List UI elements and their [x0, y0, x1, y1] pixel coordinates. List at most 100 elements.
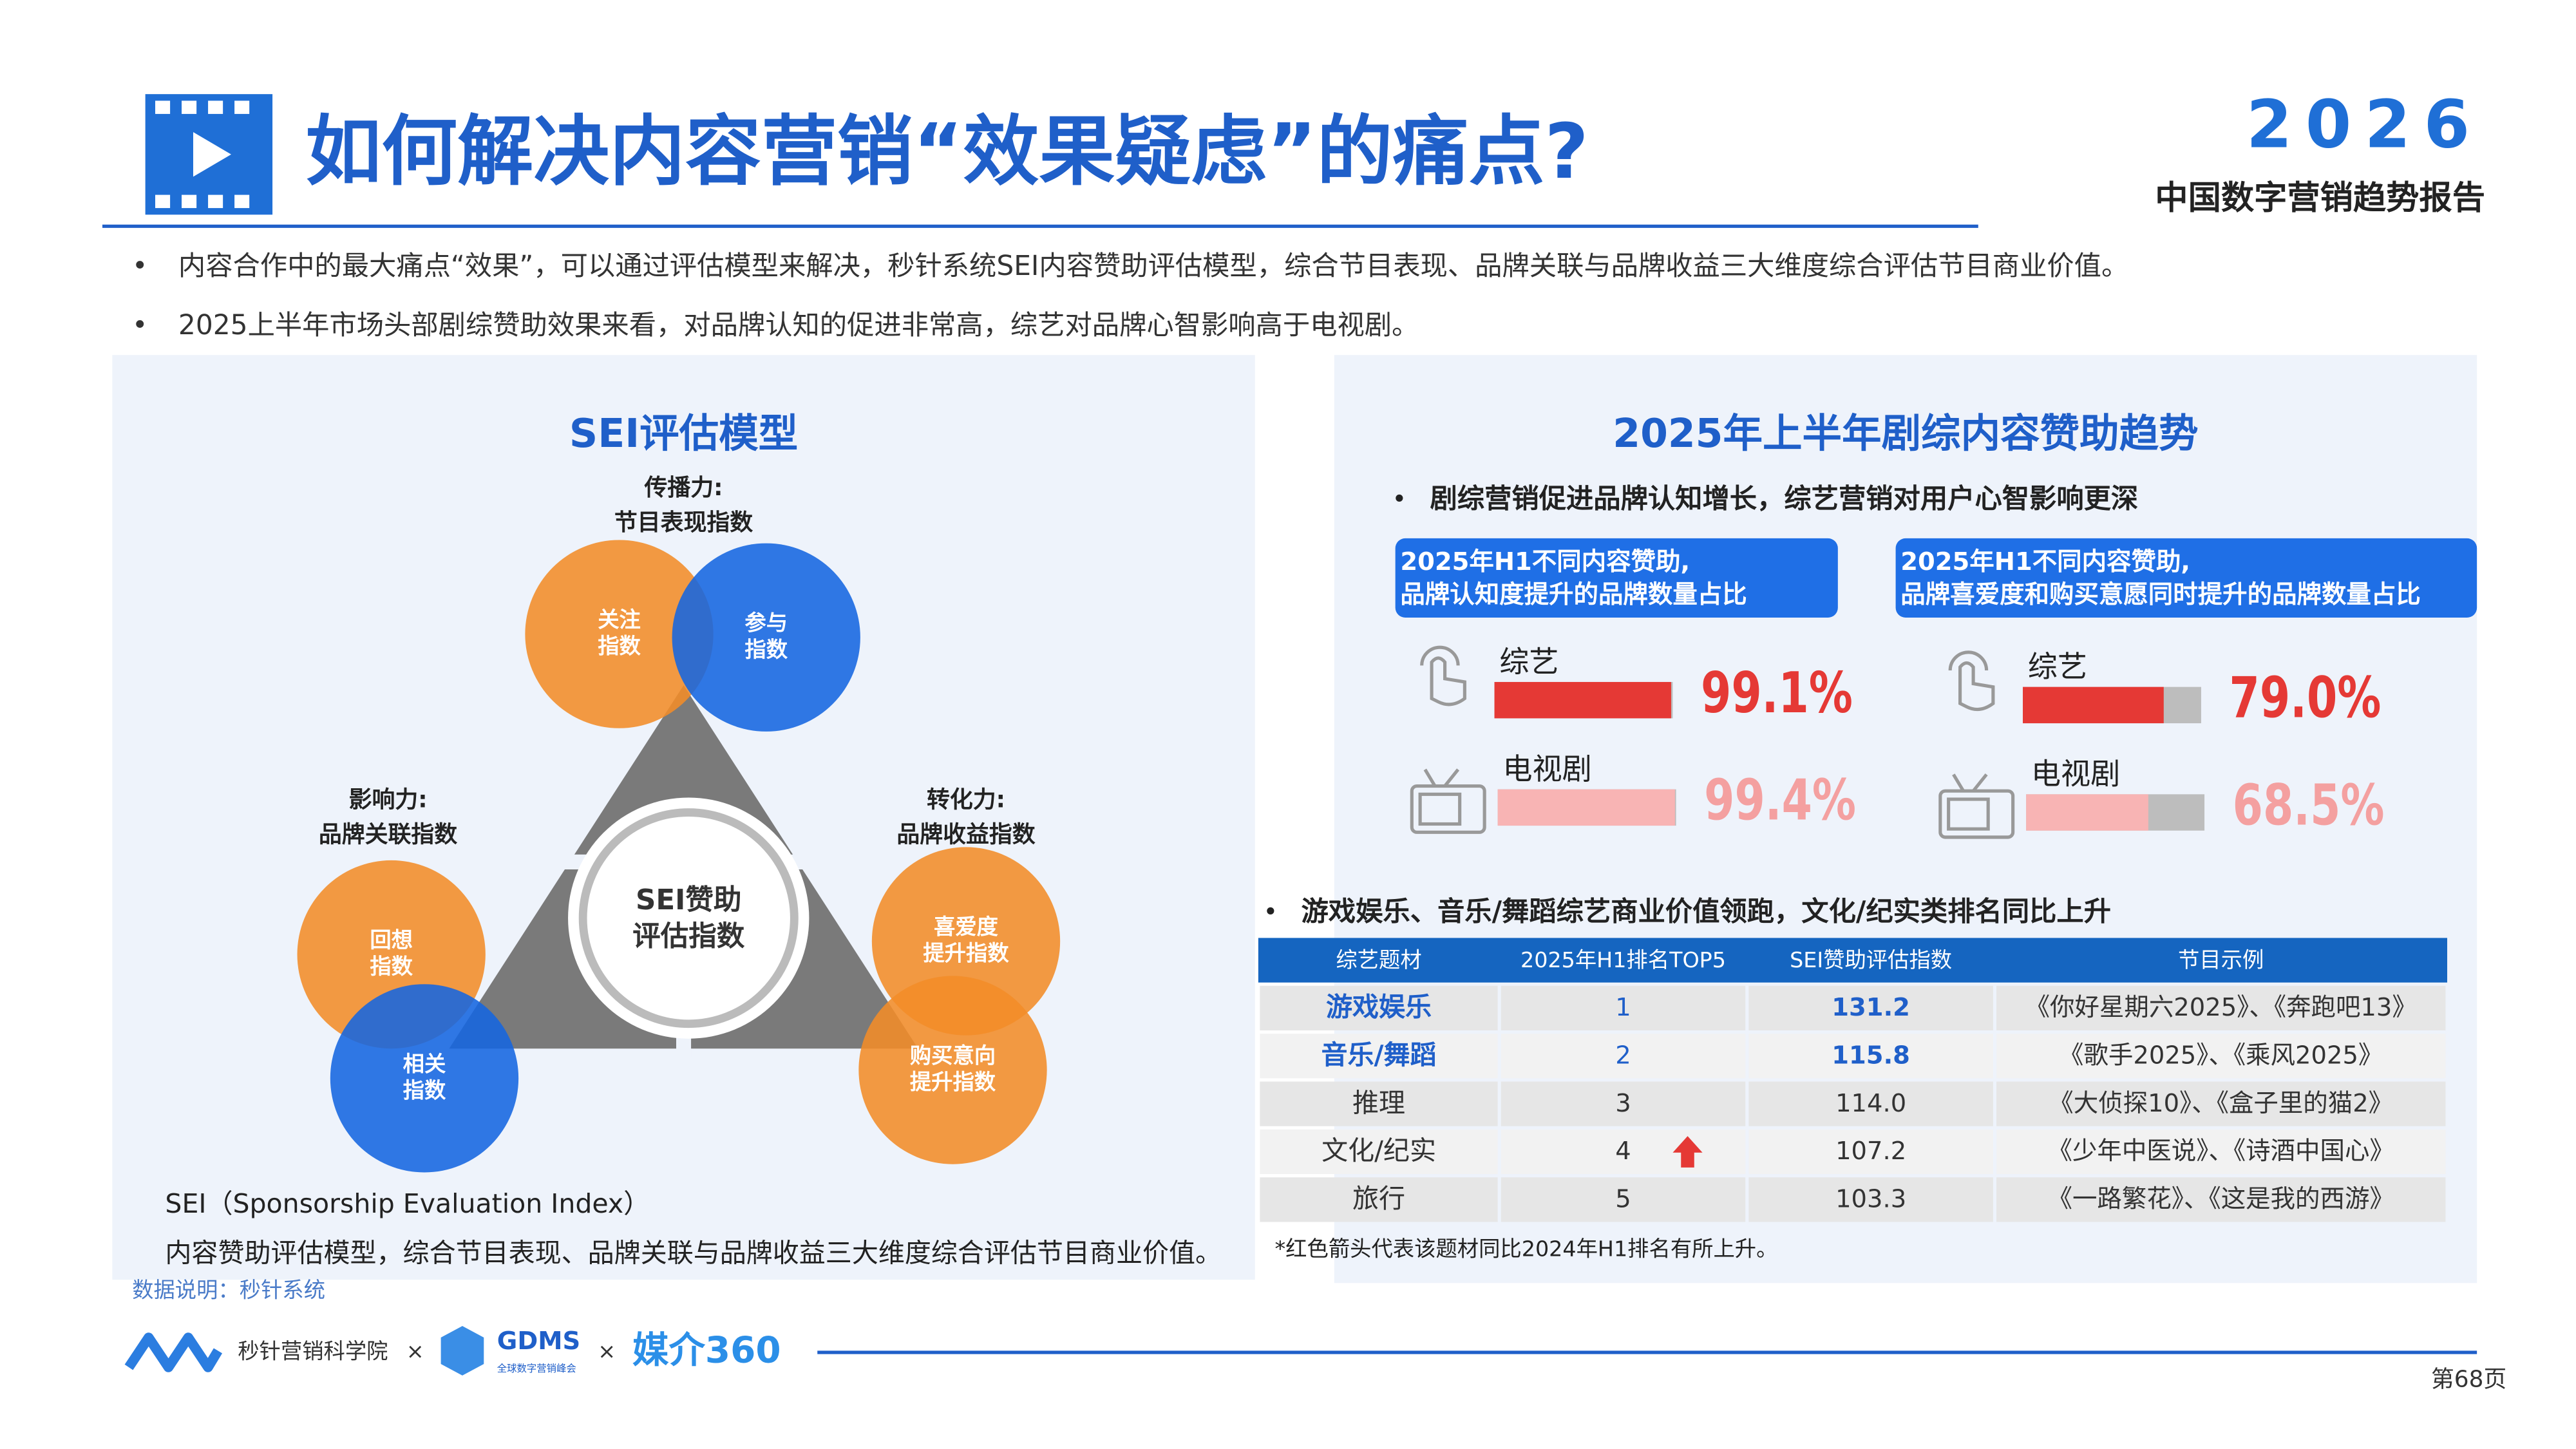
- hand-icon: [1420, 645, 1466, 706]
- bullet-dot: •: [1264, 897, 1278, 926]
- brand-year: 2026: [2246, 86, 2483, 163]
- bar-label: 电视剧: [2031, 757, 2120, 791]
- icon-line: [1418, 792, 1462, 826]
- index-label: 相关: [403, 1051, 446, 1076]
- table-cell-text: 103.3: [1835, 1185, 1906, 1214]
- table-cell: [1260, 1129, 1498, 1175]
- table-cell-text: 《少年中医说》、《诗酒中国心》: [2048, 1137, 2394, 1166]
- partner-logo: [440, 1325, 484, 1376]
- table-subtitle: 游戏娱乐、音乐/舞蹈综艺商业价值领跑，文化/纪实类排名同比上升: [1302, 895, 2112, 927]
- index-label: 指数: [598, 634, 641, 659]
- page-title: 如何解决内容营销“效果疑虑”的痛点?: [305, 108, 1588, 196]
- index-label: 提升指数: [923, 941, 1009, 966]
- icon-line: [1430, 656, 1466, 706]
- table-cell: [1748, 1129, 1993, 1175]
- table-header: 综艺题材: [1336, 947, 1421, 972]
- bar-value: 79.0%: [2230, 665, 2382, 730]
- index-label: 提升指数: [910, 1070, 996, 1095]
- table-cell-text: 音乐/舞蹈: [1321, 1039, 1437, 1070]
- dimension-label: 转化力:: [927, 787, 1005, 813]
- bullet-dot: •: [132, 310, 147, 341]
- table-cell: [1501, 1081, 1746, 1126]
- table-cell-text: 1: [1615, 993, 1631, 1022]
- table-cell-text: 5: [1615, 1185, 1631, 1214]
- table-cell-text: 文化/纪实: [1321, 1135, 1436, 1166]
- table-cell: [1996, 1034, 2446, 1079]
- report-name: 中国数字营销趋势报告: [2155, 178, 2485, 217]
- bar-value: 68.5%: [2233, 773, 2385, 838]
- table-cell-text: 115.8: [1832, 1041, 1910, 1070]
- index-circle: [330, 984, 519, 1173]
- dimension-label: 节目表现指数: [614, 509, 753, 536]
- table-header-bg: [1258, 938, 2447, 983]
- bar-value: 99.4%: [1704, 768, 1856, 833]
- table-cell: [1748, 1081, 1993, 1126]
- index-label: 参与: [744, 611, 788, 636]
- index-label: 指数: [370, 954, 413, 979]
- table-cell-text: 107.2: [1835, 1137, 1906, 1166]
- footnote: *红色箭头代表该题材同比2024年H1排名有所上升。: [1274, 1236, 1777, 1262]
- table-header: SEI赞助评估指数: [1790, 947, 1952, 972]
- index-label: 喜爱度: [934, 914, 999, 940]
- panel-subtitle: 剧综营销促进品牌认知增长，综艺营销对用户心智影响更深: [1430, 482, 2139, 514]
- bullet: 2025上半年市场头部剧综赞助效果来看，对品牌认知的促进非常高，综艺对品牌心智影…: [178, 309, 1419, 341]
- index-label: 回想: [370, 927, 413, 952]
- partner-logo: [124, 1332, 223, 1372]
- table-cell-text: 131.2: [1832, 993, 1910, 1022]
- page-number: 第68页: [2431, 1367, 2506, 1393]
- icon-line: [1958, 661, 1995, 712]
- source: 数据说明：秒针系统: [132, 1278, 325, 1303]
- rank-up-arrow: [1672, 1136, 1703, 1168]
- hand-icon: [1948, 650, 1995, 712]
- table-cell: [1501, 985, 1746, 1030]
- table-cell: [1501, 1129, 1746, 1175]
- partner: GDMS: [497, 1327, 580, 1356]
- icon-line: [1947, 797, 1990, 831]
- center-ring: [578, 808, 799, 1028]
- table-cell-text: 推理: [1352, 1087, 1405, 1118]
- dimension-label: 影响力:: [349, 787, 428, 813]
- tv-icon: [1410, 768, 1486, 834]
- index-label: 指数: [744, 637, 788, 662]
- table-cell: [1996, 985, 2446, 1030]
- card-heading-bg: [1395, 538, 1838, 618]
- bar: [1494, 681, 1671, 719]
- table-cell: [1260, 985, 1498, 1030]
- index-circle: [858, 976, 1047, 1164]
- table-cell-text: 4: [1615, 1137, 1631, 1166]
- index-circle: [525, 540, 714, 728]
- bullet-dot: •: [132, 250, 147, 281]
- dimension-label: 品牌收益指数: [896, 821, 1035, 848]
- panel-title: SEI评估模型: [569, 410, 798, 457]
- table-cell-text: 114.0: [1835, 1089, 1906, 1118]
- table-cell-text: 《你好星期六2025》、《奔跑吧13》: [2025, 993, 2417, 1022]
- index-label: 指数: [403, 1077, 446, 1103]
- index-label: 购买意向: [910, 1043, 996, 1068]
- center-label: 评估指数: [632, 920, 745, 952]
- card-heading: 品牌认知度提升的品牌数量占比: [1400, 580, 1747, 609]
- panel-title: 2025年上半年剧综内容赞助趋势: [1613, 410, 2198, 457]
- partner: 秒针营销科学院: [238, 1339, 388, 1364]
- table-cell: [1260, 1034, 1498, 1079]
- icon-line: [1420, 645, 1460, 666]
- partner: 媒介360: [632, 1330, 781, 1372]
- bar: [2023, 687, 2164, 724]
- table-cell: [1748, 1034, 1993, 1079]
- card-heading-bg: [1895, 538, 2477, 618]
- table-cell-text: 《大侦探10》、《盒子里的猫2》: [2049, 1089, 2393, 1118]
- table-cell-text: 《歌手2025》、《乘风2025》: [2059, 1041, 2383, 1070]
- table-cell: [1996, 1177, 2446, 1222]
- center-label: SEI赞助: [636, 884, 742, 916]
- table-cell-text: 旅行: [1352, 1183, 1405, 1214]
- table-cell: [1996, 1129, 2446, 1175]
- dimension-label: 品牌关联指数: [319, 821, 457, 848]
- table-cell: [1748, 985, 1993, 1030]
- tv-icon: [1938, 773, 2015, 839]
- note-title: SEI（Sponsorship Evaluation Index）: [165, 1188, 650, 1219]
- card-heading: 品牌喜爱度和购买意愿同时提升的品牌数量占比: [1900, 580, 2421, 609]
- bar-value: 99.1%: [1701, 661, 1853, 726]
- table-cell: [1501, 1177, 1746, 1222]
- table-cell: [1260, 1081, 1498, 1126]
- bullet-dot: •: [1392, 484, 1407, 513]
